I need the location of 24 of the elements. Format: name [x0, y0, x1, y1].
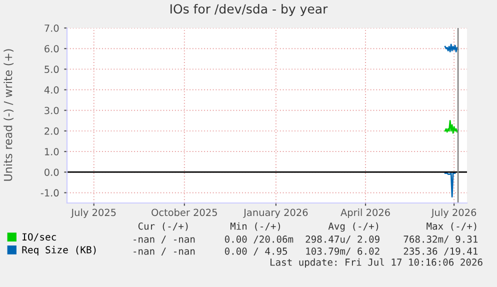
y-tick-label: 3.0: [44, 106, 59, 114]
legend-label: Req Size (KB): [22, 246, 96, 256]
y-axis-title: Units read (-) / write (+): [4, 49, 14, 181]
x-tick-label: July 2026: [430, 208, 476, 218]
x-tick-label: January 2026: [243, 208, 308, 218]
y-tick-label: 4.0: [44, 86, 59, 94]
y-tick-label: 0.0: [44, 168, 59, 176]
chart-title: IOs for /dev/sda - by year: [170, 4, 328, 16]
line-series: [444, 120, 459, 134]
y-tick-label: 6.0: [44, 45, 59, 52]
line-series: [444, 44, 459, 52]
text: Last update: Fri Jul 17 10:16:06 2026: [270, 258, 482, 268]
x-tick-label: October 2025: [152, 208, 217, 216]
y-tick-label: 7.0: [44, 24, 59, 32]
text: -nan / -nan 0.00 /20.06m 298.47u/ 2.09 768.32m/ 9.31: [134, 236, 478, 244]
x-tick-label: July 2025: [70, 208, 116, 218]
text: -nan / -nan 0.00 / 4.95 103.79m/ 6.02 235.36 /19.41: [134, 248, 478, 256]
y-tick-label: -1.0: [40, 189, 59, 197]
text: Cur (-/+) Min (-/+) Avg (-/+) Max (-/+): [138, 222, 476, 232]
legend-label: IO/sec: [22, 233, 56, 242]
y-tick-label: 1.0: [44, 148, 59, 156]
y-tick-label: 5.0: [44, 66, 59, 74]
x-tick-label: April 2026: [340, 208, 390, 218]
y-tick-label: 2.0: [44, 127, 59, 135]
